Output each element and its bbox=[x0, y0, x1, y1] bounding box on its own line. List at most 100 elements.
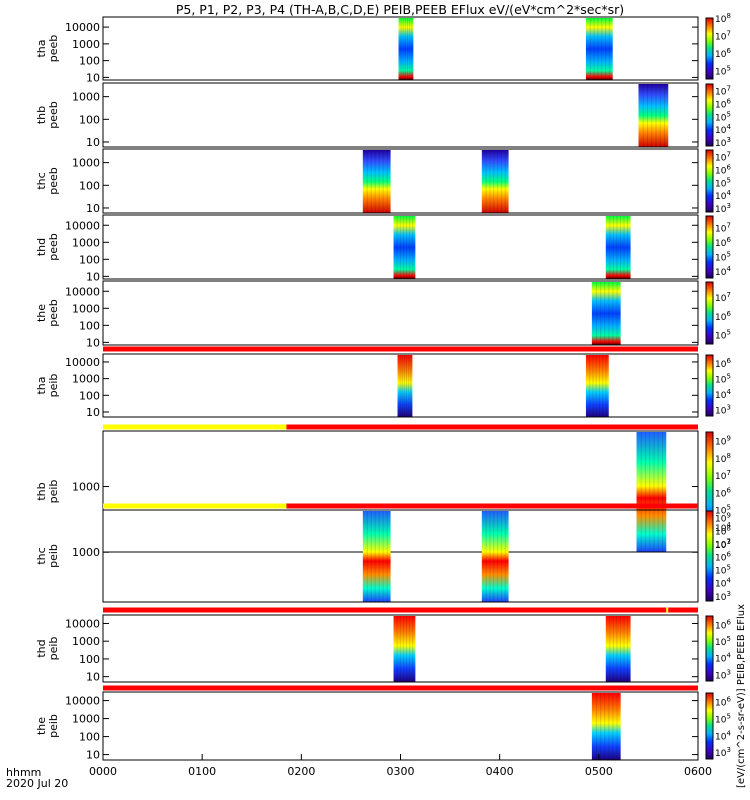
burst-texture-line bbox=[605, 18, 607, 80]
spectrogram-burst bbox=[605, 616, 631, 682]
spectrogram-burst bbox=[636, 432, 667, 552]
colorbar-tick-label: 109 bbox=[715, 435, 731, 448]
burst-texture-line bbox=[616, 693, 618, 760]
burst-texture-line bbox=[489, 511, 491, 602]
colorbar-tick-label: 104 bbox=[715, 652, 731, 665]
panel-product-label: peib bbox=[47, 480, 60, 504]
status-bar-segment bbox=[286, 424, 698, 430]
burst-texture-line bbox=[619, 216, 621, 279]
y-tick-label: 1000 bbox=[72, 91, 100, 104]
burst-texture-line bbox=[386, 150, 388, 213]
burst-texture-line bbox=[616, 616, 618, 682]
burst-texture-line bbox=[662, 432, 664, 552]
panel-product-label: peib bbox=[47, 714, 60, 738]
burst-texture-line bbox=[406, 216, 408, 279]
colorbar-tick-label: 104 bbox=[715, 265, 731, 278]
burst-texture-line bbox=[596, 693, 597, 760]
colorbar-tick-label: 103 bbox=[715, 136, 731, 149]
panel-product-label: peib bbox=[47, 544, 60, 568]
burst-texture-line bbox=[595, 355, 597, 417]
colorbar-tick-label: 105 bbox=[715, 712, 731, 725]
colorbar bbox=[705, 83, 714, 147]
burst-texture-line bbox=[366, 150, 368, 213]
burst-texture-line bbox=[411, 18, 413, 80]
burst-texture-line bbox=[612, 282, 614, 345]
burst-texture-line bbox=[370, 150, 372, 213]
burst-texture-line bbox=[616, 216, 618, 279]
spectrogram-burst bbox=[591, 282, 621, 345]
burst-texture-line bbox=[406, 616, 408, 682]
colorbar-tick-label: 106 bbox=[715, 618, 731, 631]
colorbar bbox=[705, 281, 714, 345]
y-tick-label: 10 bbox=[86, 406, 100, 419]
y-tick-label: 10000 bbox=[65, 617, 100, 630]
burst-texture-line bbox=[374, 150, 376, 213]
y-tick-label: 10000 bbox=[65, 21, 100, 34]
y-tick-label: 1000 bbox=[72, 635, 100, 648]
burst-texture-line bbox=[592, 355, 594, 417]
burst-texture-line bbox=[370, 511, 372, 602]
burst-texture-line bbox=[597, 18, 599, 80]
burst-texture-line bbox=[504, 150, 506, 213]
colorbar bbox=[705, 17, 714, 80]
burst-texture-line bbox=[399, 355, 401, 417]
burst-texture-line bbox=[382, 511, 384, 602]
colorbar-tick-label: 106 bbox=[715, 551, 731, 564]
panel-the_peib: 10 100 1000 10000 the peib 103 104 105 106 bbox=[35, 685, 731, 762]
status-bar-segment bbox=[668, 607, 698, 613]
panel-frame bbox=[102, 82, 699, 148]
colorbar-tick-label: 104 bbox=[715, 189, 731, 202]
spectrogram-burst bbox=[481, 511, 509, 602]
panel-product-label: peeb bbox=[47, 233, 60, 261]
burst-texture-line bbox=[409, 216, 411, 279]
burst-texture-line bbox=[627, 616, 629, 682]
panel-product-label: peeb bbox=[47, 167, 60, 195]
x-tick-label: 0600 bbox=[684, 765, 712, 778]
colorbar-tick-label: 103 bbox=[715, 746, 731, 759]
time-axis: 0000 0100 0200 0300 0400 0500 0600 bbox=[89, 754, 712, 778]
colorbar-tick-label: 105 bbox=[715, 176, 731, 189]
burst-texture-line bbox=[407, 18, 409, 80]
panel-frame bbox=[102, 214, 699, 280]
status-bar-segment bbox=[103, 346, 698, 352]
burst-texture-line bbox=[598, 355, 600, 417]
x-tick-label: 0000 bbox=[89, 765, 117, 778]
colorbar-tick-label: 106 bbox=[715, 97, 731, 110]
status-bar-segment bbox=[286, 503, 698, 509]
burst-texture-line bbox=[623, 616, 625, 682]
colorbar bbox=[705, 215, 714, 279]
colorbar bbox=[705, 149, 714, 213]
colorbar-tick-label: 107 bbox=[715, 291, 731, 304]
burst-texture-line bbox=[604, 693, 606, 760]
y-tick-label: 1000 bbox=[72, 481, 100, 494]
burst-texture-line bbox=[640, 432, 642, 552]
burst-texture-line bbox=[403, 355, 405, 417]
burst-texture-line bbox=[399, 616, 401, 682]
burst-texture-line bbox=[500, 511, 502, 602]
y-tick-label: 100 bbox=[79, 731, 100, 744]
colorbar-tick-label: 106 bbox=[715, 695, 731, 708]
burst-texture-line bbox=[493, 511, 495, 602]
spectrogram-burst bbox=[605, 216, 631, 279]
burst-texture-line bbox=[396, 616, 398, 682]
burst-texture-line bbox=[659, 84, 661, 147]
colorbar-tick-label: 103 bbox=[715, 202, 731, 215]
panel-tha_peib: 10 100 1000 10000 tha peib 103 104 105 106 bbox=[35, 346, 731, 419]
burst-texture-line bbox=[399, 216, 401, 279]
burst-texture-line bbox=[623, 216, 625, 279]
y-tick-label: 1000 bbox=[72, 373, 100, 386]
panel-product-label: peeb bbox=[47, 299, 60, 327]
y-tick-label: 1000 bbox=[72, 302, 100, 315]
x-tick-label: 0100 bbox=[188, 765, 216, 778]
spectrogram-burst bbox=[398, 18, 414, 80]
spectrogram-burst bbox=[362, 511, 391, 602]
burst-texture-line bbox=[645, 432, 647, 552]
panel-tha_peeb: 10 100 1000 10000 tha peeb 105 106 107 108 bbox=[35, 12, 731, 84]
burst-texture-line bbox=[642, 84, 644, 147]
colorbar-tick-label: 105 bbox=[715, 635, 731, 648]
burst-texture-line bbox=[604, 282, 606, 345]
colorbar-tick-label: 103 bbox=[715, 404, 731, 417]
status-bar-segment bbox=[103, 607, 667, 613]
